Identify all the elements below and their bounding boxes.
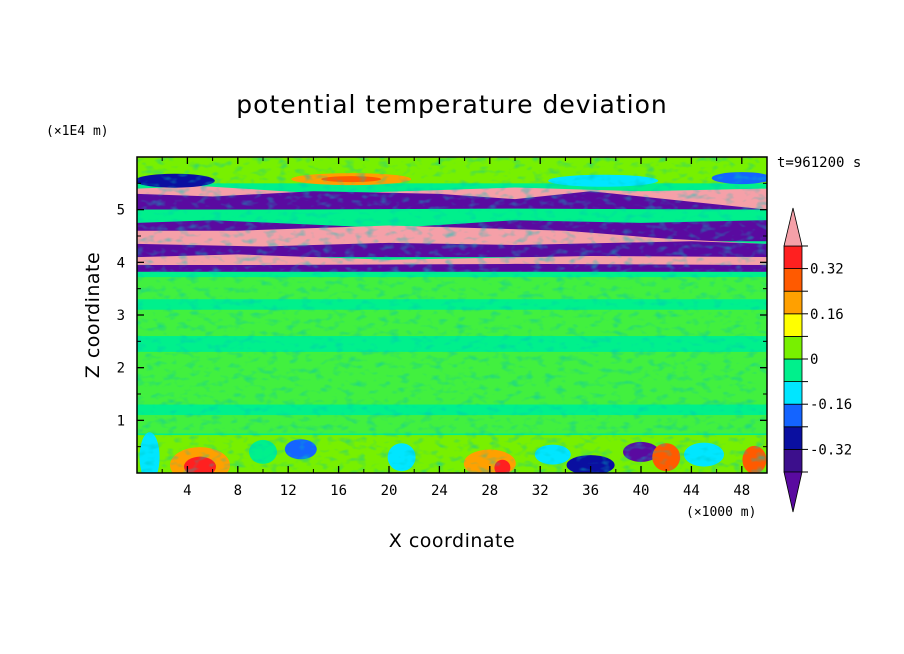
- x-tick-label: 32: [532, 483, 549, 499]
- colorbar-segment: [783, 335, 803, 360]
- colorbar-segment: [783, 448, 803, 473]
- y-tick-label: 1: [117, 413, 125, 429]
- y-tick-label: 5: [117, 203, 125, 219]
- x-axis-label: X coordinate: [389, 530, 515, 552]
- colorbar-segment: [783, 245, 803, 270]
- x-tick-label: 44: [683, 483, 700, 499]
- field-texture: [137, 157, 767, 473]
- colorbar-label: -0.32: [810, 442, 852, 458]
- x-tick-label: 24: [431, 483, 448, 499]
- colorbar-segment: [783, 381, 803, 405]
- x-tick-label: 12: [280, 483, 297, 499]
- x-tick-label: 40: [633, 483, 650, 499]
- colorbar-extend-low: [783, 471, 803, 513]
- x-tick-label: 36: [582, 483, 599, 499]
- x-tick-label: 28: [481, 483, 498, 499]
- x-axis-ticks: 4 8 12 16 20 24 28 32 36 40 44 48: [161, 157, 768, 499]
- colorbar-segment: [783, 290, 803, 315]
- y-tick-label: 4: [117, 255, 125, 271]
- colorbar: 0.32 0.16 0 -0.16 -0.32: [783, 207, 852, 513]
- time-label: t=961200 s: [777, 155, 861, 171]
- plot-area: [137, 157, 767, 473]
- x-tick-label: 48: [733, 483, 750, 499]
- colorbar-segment: [783, 358, 803, 383]
- y-tick-label: 2: [117, 361, 125, 377]
- colorbar-label: 0.32: [810, 262, 844, 278]
- y-tick-label: 3: [117, 308, 125, 324]
- colorbar-label: -0.16: [810, 397, 852, 413]
- x-tick-label: 20: [381, 483, 398, 499]
- x-axis-unit: (×1000 m): [686, 505, 756, 520]
- colorbar-segment: [783, 426, 803, 450]
- x-tick-label: 4: [183, 483, 191, 499]
- colorbar-label: 0: [810, 352, 818, 368]
- colorbar-segment: [783, 403, 803, 428]
- x-tick-label: 16: [330, 483, 347, 499]
- y-axis-ticks: 1 2 3 4 5: [117, 182, 767, 448]
- colorbar-segment: [783, 313, 803, 337]
- colorbar-extend-high: [783, 207, 803, 247]
- colorbar-segment: [783, 268, 803, 292]
- x-tick-label: 8: [234, 483, 242, 499]
- y-axis-label: Z coordinate: [82, 252, 104, 378]
- chart-title: potential temperature deviation: [236, 90, 667, 119]
- y-axis-unit: (×1E4 m): [46, 124, 109, 139]
- colorbar-label: 0.16: [810, 307, 844, 323]
